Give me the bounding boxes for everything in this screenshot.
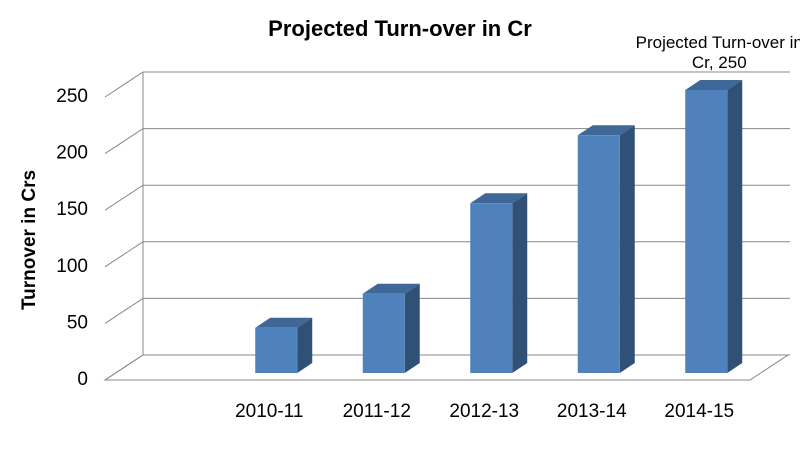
bar-side [297,317,313,373]
grid-line [104,241,790,268]
x-tick-label: 2013-14 [557,401,627,422]
bar-top [685,80,743,90]
bar-side [619,125,635,373]
grid-line [104,184,790,211]
bar-top [362,283,420,294]
bar [362,283,420,373]
bar-side [727,80,743,373]
chart-title: Projected Turn-over in Cr [268,16,532,41]
bar [255,317,313,373]
y-tick-label: 250 [56,86,88,107]
bar [577,125,635,373]
bar [685,80,743,373]
bar [470,193,528,373]
bar-front [577,135,620,373]
y-tick-label: 200 [56,143,88,164]
grid-line [104,71,790,98]
bar-front [470,203,513,373]
bar-top [577,125,635,136]
y-axis-label: Turnover in Crs [19,170,40,310]
bar-top [470,193,528,204]
y-tick-label: 150 [56,199,88,220]
bar-front [255,327,298,373]
grid-line [104,128,790,155]
y-tick-label: 0 [77,369,88,390]
y-tick-label: 50 [67,312,88,333]
x-tick-label: 2010-11 [235,401,303,422]
x-tick-label: 2012-13 [449,401,519,422]
bar-side [404,283,420,373]
x-tick-label: 2011-12 [343,401,411,422]
y-tick-label: 100 [56,256,88,277]
x-tick-label: 2014-15 [664,401,734,422]
bar-side [512,193,528,373]
grid-line [104,297,790,324]
bar-top [255,317,313,328]
grid-line [104,354,790,381]
bar-front [685,90,728,373]
bar-front [362,293,405,373]
data-label: Projected Turn-over in Cr, 250 [635,33,800,72]
